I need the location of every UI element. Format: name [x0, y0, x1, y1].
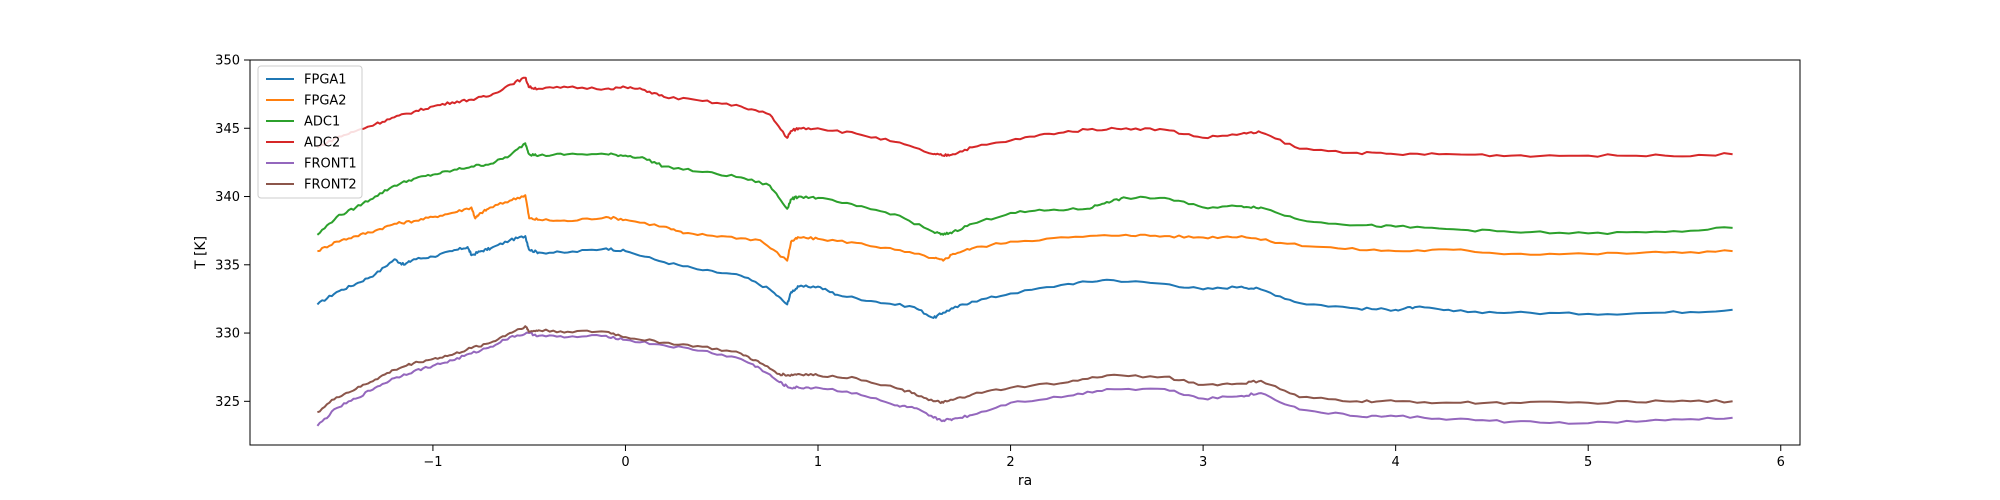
x-axis: −1 0 1 2 3 4 5 6: [423, 445, 1785, 470]
y-axis: 325 330 335 340 345 350: [215, 54, 250, 410]
x-tick-label: 4: [1392, 455, 1400, 470]
series-line-front1: [316, 331, 1733, 427]
x-tick-label: 3: [1199, 455, 1207, 470]
legend-label-fpga2: FPGA2: [304, 94, 347, 109]
legend-label-fpga1: FPGA1: [304, 73, 347, 88]
y-tick-label: 340: [215, 190, 240, 205]
legend-label-adc1: ADC1: [304, 115, 340, 130]
x-tick-label: 5: [1584, 455, 1592, 470]
y-tick-label: 345: [215, 122, 240, 137]
legend-label-adc2: ADC2: [304, 136, 340, 151]
plot-frame: [249, 59, 1801, 446]
x-tick-label: 6: [1777, 455, 1785, 470]
series-line-front2: [317, 325, 1733, 414]
series-line-fpga1: [316, 235, 1733, 319]
y-tick-label: 330: [215, 327, 240, 342]
x-tick-label: 2: [1006, 455, 1014, 470]
series-layer: [316, 76, 1733, 427]
y-tick-label: 350: [215, 54, 240, 69]
legend-label-front2: FRONT2: [304, 178, 357, 193]
series-line-adc2: [316, 76, 1733, 158]
x-axis-label: ra: [1018, 473, 1032, 489]
plot-area: [250, 60, 1800, 445]
x-tick-label: 0: [621, 455, 629, 470]
x-tick-label: −1: [423, 455, 442, 470]
x-tick-label: 1: [814, 455, 822, 470]
legend-label-front1: FRONT1: [304, 157, 357, 172]
series-line-adc1: [316, 142, 1733, 236]
series-line-fpga2: [317, 194, 1733, 262]
y-tick-label: 335: [215, 258, 240, 273]
y-axis-label: T [K]: [193, 236, 209, 270]
legend: FPGA1 FPGA2 ADC1 ADC2 FRONT1 FRONT2: [257, 65, 363, 199]
y-tick-label: 325: [215, 395, 240, 410]
